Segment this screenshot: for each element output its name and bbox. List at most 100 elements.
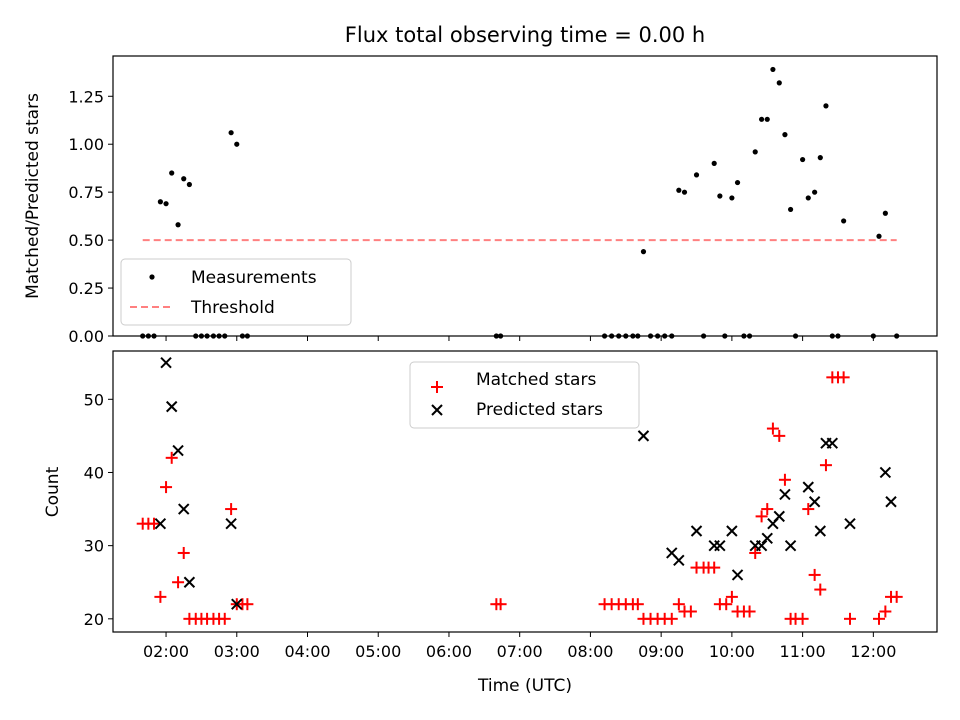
bottom-y-tick-label: 30 bbox=[84, 537, 104, 556]
matched-point bbox=[749, 546, 762, 559]
bottom-x-tick-label: 07:00 bbox=[497, 642, 543, 661]
predicted-point bbox=[637, 430, 650, 442]
matched-point bbox=[720, 598, 733, 611]
predicted-point bbox=[802, 481, 814, 493]
matched-point bbox=[218, 612, 231, 625]
matched-point bbox=[225, 503, 238, 516]
predicted-point bbox=[844, 517, 856, 530]
measurement-point bbox=[228, 130, 234, 136]
matched-point bbox=[631, 598, 644, 611]
top-y-tick-label: 0.25 bbox=[68, 279, 104, 298]
predicted-point bbox=[779, 488, 791, 501]
bottom-x-tick-label: 11:00 bbox=[780, 642, 826, 661]
matched-point bbox=[796, 612, 809, 625]
measurement-point bbox=[163, 201, 169, 207]
measurement-point bbox=[175, 222, 181, 228]
matched-point bbox=[879, 605, 892, 618]
predicted-point bbox=[690, 525, 703, 537]
predicted-point bbox=[814, 525, 827, 537]
measurement-point bbox=[729, 195, 735, 201]
measurement-point bbox=[758, 116, 765, 122]
measurement-point bbox=[787, 206, 794, 213]
bottom-x-tick-label: 05:00 bbox=[355, 642, 401, 661]
predicted-point bbox=[172, 444, 184, 457]
predicted-point bbox=[808, 496, 821, 508]
matched-point bbox=[708, 561, 721, 574]
bottom-x-tick-label: 06:00 bbox=[426, 642, 472, 661]
matched-point bbox=[672, 598, 685, 611]
predicted-point bbox=[879, 466, 892, 479]
top-y-tick-label: 0.50 bbox=[68, 231, 104, 250]
predicted-point bbox=[165, 400, 178, 413]
top-y-tick-label: 1.00 bbox=[68, 135, 104, 154]
chart-title: Flux total observing time = 0.00 h bbox=[345, 23, 705, 47]
predicted-point bbox=[714, 539, 726, 552]
legend-label-measurements: Measurements bbox=[191, 268, 317, 288]
bottom-x-ticks: 02:00 03:00 04:00 05:00 06:00 07:00 08:00 09:00… bbox=[143, 632, 896, 661]
matched-point bbox=[160, 481, 173, 494]
measurement-point bbox=[805, 195, 811, 201]
bottom-y-ticks: 20 30 40 50 bbox=[84, 390, 113, 629]
matched-point bbox=[814, 583, 827, 596]
predicted-point bbox=[673, 554, 685, 566]
matched-point bbox=[172, 576, 185, 589]
measurement-point bbox=[234, 141, 240, 147]
measurement-point bbox=[711, 160, 717, 166]
predicted-point bbox=[826, 437, 839, 449]
measurement-point bbox=[169, 170, 175, 176]
top-y-tick-label: 0.00 bbox=[68, 327, 104, 346]
matched-point bbox=[165, 451, 178, 464]
matched-point bbox=[743, 605, 756, 618]
matched-point bbox=[665, 612, 678, 625]
measurement-point bbox=[882, 210, 888, 216]
bottom-x-tick-label: 12:00 bbox=[850, 642, 896, 661]
measurement-point bbox=[770, 66, 776, 73]
measurement-point bbox=[181, 176, 187, 182]
matched-point bbox=[725, 590, 738, 603]
legend-marker-predicted bbox=[431, 404, 443, 416]
top-x-ticks bbox=[165, 336, 874, 341]
measurement-point bbox=[157, 199, 163, 205]
bottom-y-tick-label: 40 bbox=[84, 463, 104, 482]
bottom-x-tick-label: 03:00 bbox=[214, 642, 260, 661]
measurement-point bbox=[676, 187, 682, 193]
matched-point bbox=[684, 605, 697, 618]
measurement-point bbox=[717, 193, 723, 199]
matched-point bbox=[802, 503, 815, 516]
bottom-legend-box bbox=[409, 361, 640, 429]
predicted-point bbox=[231, 598, 243, 610]
top-legend: Measurements Threshold bbox=[120, 258, 352, 326]
predicted-point bbox=[178, 503, 190, 515]
matched-point bbox=[761, 503, 774, 516]
measurement-point bbox=[876, 233, 882, 239]
matched-point bbox=[773, 429, 786, 442]
legend-marker-measurements bbox=[149, 274, 155, 280]
measurement-point bbox=[764, 116, 770, 122]
bottom-x-tick-label: 02:00 bbox=[143, 642, 189, 661]
predicted-point bbox=[160, 357, 172, 369]
bottom-legend: Matched stars Predicted stars bbox=[409, 361, 640, 429]
predicted-point bbox=[726, 525, 738, 537]
predicted-point bbox=[761, 532, 773, 545]
top-axes-frame bbox=[112, 55, 938, 337]
measurement-point bbox=[776, 80, 782, 86]
measurement-point bbox=[817, 155, 823, 161]
legend-label-matched: Matched stars bbox=[476, 370, 596, 390]
predicted-point bbox=[784, 539, 797, 552]
matched-point bbox=[808, 568, 821, 581]
bottom-x-tick-label: 09:00 bbox=[638, 642, 684, 661]
measurement-point bbox=[693, 172, 700, 178]
bottom-x-tick-label: 04:00 bbox=[284, 642, 330, 661]
top-y-tick-label: 0.75 bbox=[68, 183, 104, 202]
x-axis-label: Time (UTC) bbox=[477, 676, 572, 696]
legend-marker-matched bbox=[431, 381, 443, 393]
measurement-point bbox=[186, 181, 192, 188]
bottom-y-tick-label: 50 bbox=[84, 390, 104, 409]
top-legend-box bbox=[120, 258, 352, 326]
matched-point bbox=[873, 612, 886, 625]
matched-point bbox=[154, 590, 167, 603]
bottom-plot-area bbox=[136, 357, 903, 625]
predicted-point bbox=[885, 496, 897, 508]
